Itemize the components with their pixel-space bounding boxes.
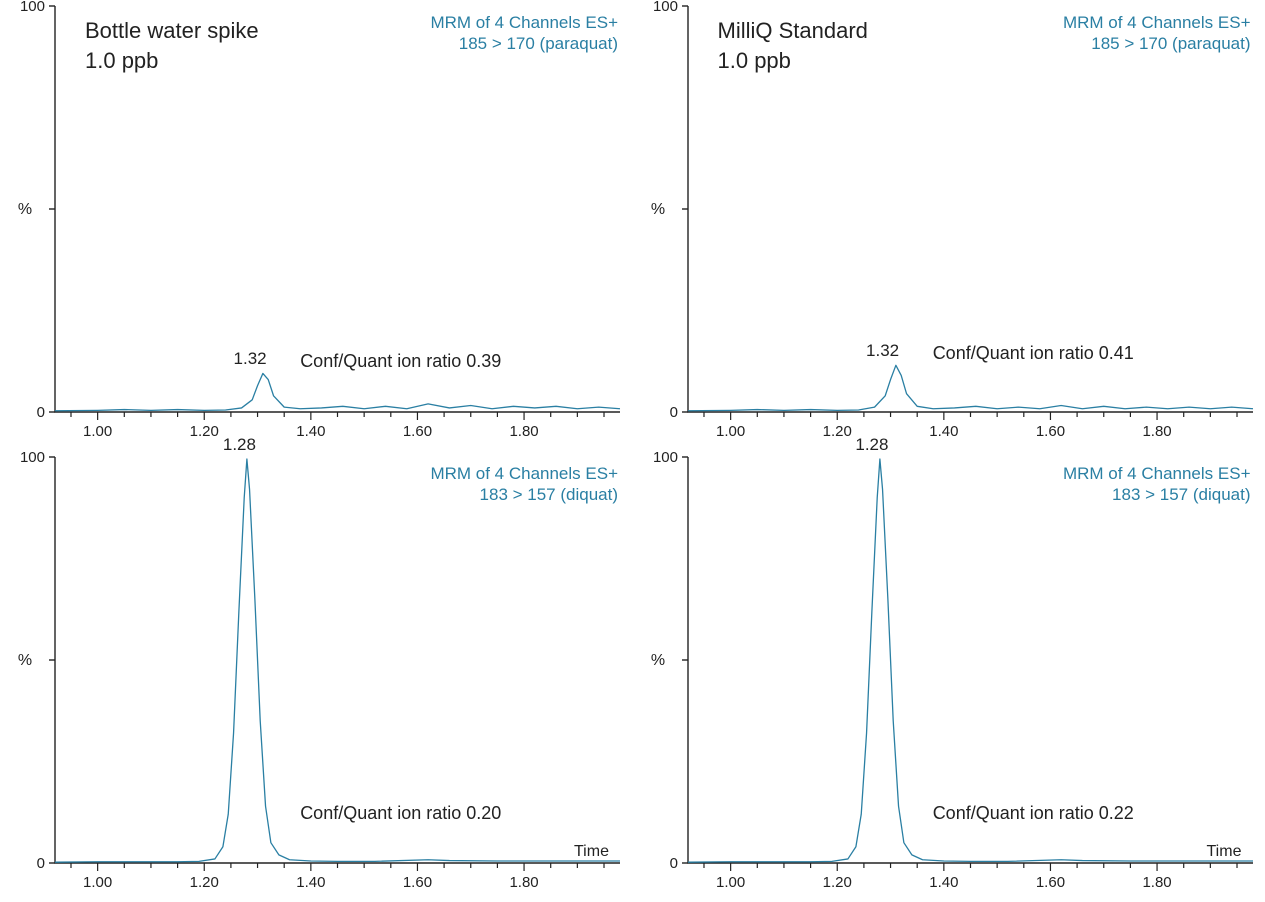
svg-text:1.60: 1.60	[403, 874, 432, 891]
svg-text:1.80: 1.80	[1142, 423, 1171, 440]
svg-text:0: 0	[669, 404, 677, 421]
svg-text:0: 0	[37, 855, 45, 872]
sample-title: Bottle water spike 1.0 ppb	[85, 16, 259, 75]
svg-text:1.20: 1.20	[822, 874, 851, 891]
chromatogram-panel: 0 100% 1.00 1.20 1.40 1.60 1.80 MRM of 4 Channe…	[0, 0, 633, 451]
ion-ratio-label: Conf/Quant ion ratio 0.20	[300, 803, 501, 824]
svg-text:1.40: 1.40	[929, 874, 958, 891]
peak-retention-time-label: 1.32	[866, 341, 899, 361]
svg-text:1.80: 1.80	[509, 874, 538, 891]
svg-text:1.00: 1.00	[716, 423, 745, 440]
ion-ratio-label: Conf/Quant ion ratio 0.22	[933, 803, 1134, 824]
ion-ratio-label: Conf/Quant ion ratio 0.41	[933, 343, 1134, 364]
x-axis-title: Time	[1207, 843, 1242, 861]
svg-text:%: %	[650, 201, 664, 218]
mrm-channel-label: MRM of 4 Channels ES+ 185 > 170 (paraqua…	[430, 12, 618, 55]
mrm-channel-label: MRM of 4 Channels ES+ 183 > 157 (diquat)	[1063, 463, 1251, 506]
peak-retention-time-label: 1.32	[234, 349, 267, 369]
svg-text:%: %	[650, 652, 664, 669]
svg-text:1.80: 1.80	[1142, 874, 1171, 891]
svg-text:1.20: 1.20	[190, 423, 219, 440]
svg-text:0: 0	[669, 855, 677, 872]
mrm-channel-label: MRM of 4 Channels ES+ 185 > 170 (paraqua…	[1063, 12, 1251, 55]
ion-ratio-label: Conf/Quant ion ratio 0.39	[300, 351, 501, 372]
svg-text:1.20: 1.20	[190, 874, 219, 891]
svg-text:100: 100	[652, 451, 677, 466]
svg-text:%: %	[18, 201, 32, 218]
svg-text:1.80: 1.80	[509, 423, 538, 440]
chromatogram-panel: 0 100% 1.00 1.20 1.40 1.60 1.80 MRM of 4 Channe…	[0, 451, 633, 902]
chromatogram-panel: 0 100% 1.00 1.20 1.40 1.60 1.80 MRM of 4 Channe…	[633, 0, 1265, 451]
mrm-channel-label: MRM of 4 Channels ES+ 183 > 157 (diquat)	[430, 463, 618, 506]
peak-retention-time-label: 1.28	[855, 435, 888, 455]
svg-text:1.20: 1.20	[822, 423, 851, 440]
svg-text:100: 100	[652, 0, 677, 15]
svg-text:1.40: 1.40	[929, 423, 958, 440]
svg-text:1.00: 1.00	[83, 423, 112, 440]
chromatogram-panel: 0 100% 1.00 1.20 1.40 1.60 1.80 MRM of 4 Channe…	[633, 451, 1265, 902]
svg-text:100: 100	[20, 451, 45, 466]
svg-text:1.40: 1.40	[296, 423, 325, 440]
svg-text:100: 100	[20, 0, 45, 15]
chromatogram-svg: 0 100% 1.00 1.20 1.40 1.60 1.80	[633, 451, 1265, 902]
svg-text:1.60: 1.60	[403, 423, 432, 440]
svg-text:%: %	[18, 652, 32, 669]
svg-text:1.60: 1.60	[1035, 423, 1064, 440]
svg-text:1.40: 1.40	[296, 874, 325, 891]
svg-text:1.60: 1.60	[1035, 874, 1064, 891]
svg-text:0: 0	[37, 404, 45, 421]
peak-retention-time-label: 1.28	[223, 435, 256, 455]
chromatogram-svg: 0 100% 1.00 1.20 1.40 1.60 1.80	[0, 451, 633, 902]
svg-text:1.00: 1.00	[716, 874, 745, 891]
x-axis-title: Time	[574, 843, 609, 861]
sample-title: MilliQ Standard 1.0 ppb	[718, 16, 868, 75]
svg-text:1.00: 1.00	[83, 874, 112, 891]
